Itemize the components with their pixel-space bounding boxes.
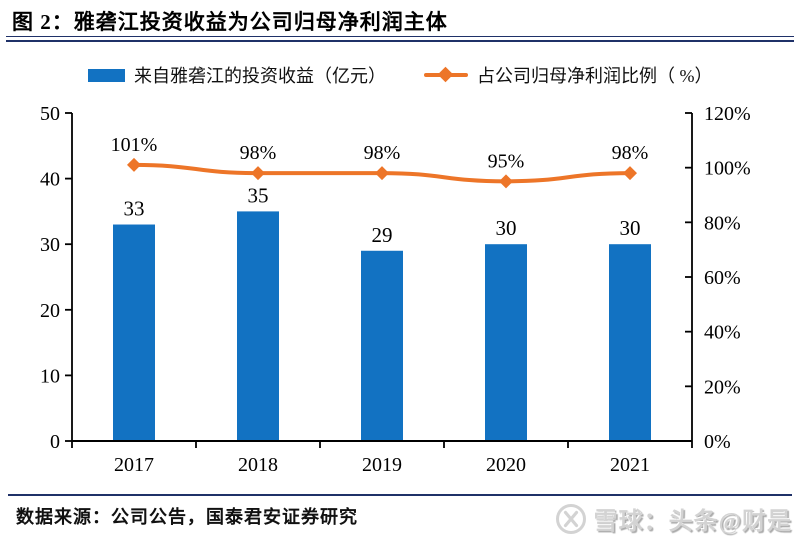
bar-value-label: 29 [372,223,393,247]
bar-2021 [609,244,651,441]
left-axis-tick-label: 30 [40,234,60,256]
right-axis-tick-label: 100% [704,158,751,180]
xueqiu-logo-icon [555,503,586,534]
left-axis-tick-label: 10 [40,365,60,387]
chart-legend: 来自雅砻江的投资收益（亿元） 占公司归母净利润比例（ %） [0,63,800,87]
data-source: 数据来源：公司公告，国泰君安证券研究 [16,507,358,527]
bar-series-swatch [88,68,125,82]
ratio-marker-2021 [623,166,637,181]
chart-plot: 0 10 20 30 40 50 0% 20% 40% 60% 80% 100% 120% 2017 201… [40,103,751,476]
ratio-value-label: 98% [364,142,401,164]
ratio-marker-2018 [251,166,265,181]
left-axis-tick-label: 40 [40,169,60,191]
watermark-text: 雪球：头条@财是 [593,509,792,535]
bar-value-label: 35 [248,183,269,207]
right-axis-tick-label: 20% [704,376,741,398]
bar-2018 [237,211,279,441]
bar-2020 [485,244,527,441]
legend-label-profit-ratio: 占公司归母净利润比例（ %） [477,66,713,86]
x-axis-label: 2017 [114,454,154,476]
left-axis-tick-label: 50 [40,103,60,125]
ratio-marker-2017 [127,157,141,172]
footer-divider [8,494,792,496]
ratio-value-label: 101% [111,134,158,156]
right-axis-tick-label: 80% [704,212,741,234]
x-axis-label: 2021 [610,454,650,476]
legend-item-investment-income: 来自雅砻江的投资收益（亿元） [88,63,386,87]
ratio-marker-2019 [375,166,389,181]
diamond-marker-icon [437,66,454,83]
ratio-value-label: 98% [240,142,277,164]
bar-value-label: 30 [496,216,517,240]
line-series-swatch [424,66,468,83]
legend-item-profit-ratio: 占公司归母净利润比例（ %） [424,63,713,87]
ratio-marker-2020 [499,174,513,189]
ratio-value-label: 95% [488,150,525,172]
right-axis-tick-label: 0% [704,431,731,453]
title-divider [6,36,794,42]
ratio-value-label: 98% [612,142,649,164]
right-axis-tick-label: 40% [704,322,741,344]
x-axis-label: 2020 [486,454,526,476]
figure-title: 图 2：雅砻江投资收益为公司归母净利润主体 [12,10,448,34]
right-axis-tick-label: 60% [704,267,741,289]
left-axis-tick-label: 0 [50,431,60,453]
right-axis-tick-label: 120% [704,103,751,125]
left-axis-tick-label: 20 [40,300,60,322]
bar-value-label: 30 [620,216,641,240]
x-axis-label: 2018 [238,454,278,476]
bar-value-label: 33 [124,197,145,221]
watermark: 雪球：头条@财是 [554,501,792,536]
bar-2019 [361,250,403,441]
legend-label-investment-income: 来自雅砻江的投资收益（亿元） [134,66,386,86]
bar-2017 [113,224,155,441]
x-axis-label: 2019 [362,454,402,476]
